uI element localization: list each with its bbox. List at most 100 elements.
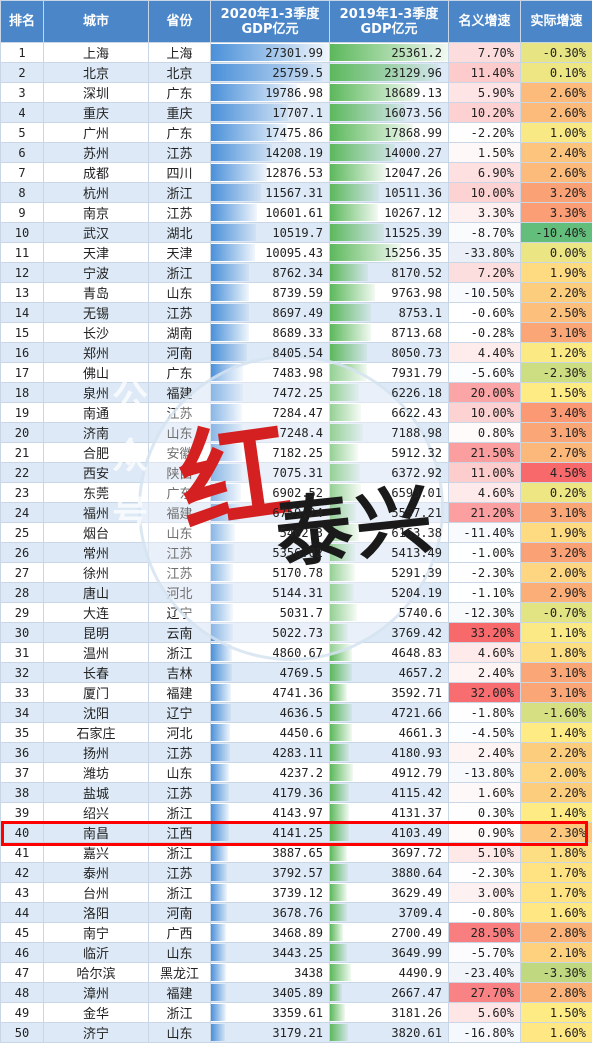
cell-gdp-2019-text: 3592.71 <box>391 686 442 700</box>
cell-gdp-2020: 12876.53 <box>211 163 330 183</box>
header-city[interactable]: 城市 <box>44 1 149 43</box>
gdp-2020-databar <box>211 184 261 201</box>
cell-province: 重庆 <box>149 103 211 123</box>
cell-gdp-2019: 3649.99 <box>330 943 449 963</box>
cell-nominal-growth-text: -8.70% <box>471 226 514 240</box>
cell-province: 山东 <box>149 1023 211 1043</box>
cell-city: 常州 <box>44 543 149 563</box>
cell-gdp-2020-text: 7483.98 <box>272 366 323 380</box>
cell-real-growth-text: 3.10% <box>550 506 586 520</box>
cell-gdp-2019: 7188.98 <box>330 423 449 443</box>
cell-real-growth: -2.30% <box>521 363 592 383</box>
cell-province-text: 江西 <box>166 827 192 842</box>
cell-city-text: 广州 <box>83 127 109 142</box>
cell-city: 佛山 <box>44 363 149 383</box>
cell-city: 济南 <box>44 423 149 443</box>
header-rank[interactable]: 排名 <box>1 1 44 43</box>
cell-gdp-2019: 3880.64 <box>330 863 449 883</box>
cell-city: 嘉兴 <box>44 843 149 863</box>
cell-city: 青岛 <box>44 283 149 303</box>
gdp-2019-databar <box>330 544 355 561</box>
cell-rank-text: 23 <box>15 486 29 500</box>
gdp-2020-databar <box>211 1024 225 1041</box>
cell-province: 山东 <box>149 943 211 963</box>
cell-gdp-2019: 17868.99 <box>330 123 449 143</box>
cell-gdp-2020: 14208.19 <box>211 143 330 163</box>
cell-city-text: 深圳 <box>83 87 109 102</box>
cell-city: 济宁 <box>44 1023 149 1043</box>
cell-rank-text: 20 <box>15 426 29 440</box>
cell-nominal-growth-text: 5.10% <box>478 846 514 860</box>
header-gdp-2019[interactable]: 2019年1-3季度GDP亿元 <box>330 1 449 43</box>
cell-gdp-2019: 18689.13 <box>330 83 449 103</box>
gdp-2019-databar <box>330 784 349 801</box>
cell-real-growth: -0.70% <box>521 603 592 623</box>
cell-nominal-growth: 28.50% <box>449 923 521 943</box>
gdp-2019-databar <box>330 424 363 441</box>
cell-rank: 31 <box>1 643 44 663</box>
gdp-2020-databar <box>211 704 231 721</box>
cell-gdp-2019-text: 4661.3 <box>399 726 442 740</box>
gdp-2020-databar <box>211 664 232 681</box>
cell-real-growth-text: 1.10% <box>550 626 586 640</box>
cell-province-text: 黑龙江 <box>160 967 199 982</box>
header-real-growth[interactable]: 实际增速 <box>521 1 592 43</box>
header-gdp-2020[interactable]: 2020年1-3季度GDP亿元 <box>211 1 330 43</box>
header-province[interactable]: 省份 <box>149 1 211 43</box>
cell-real-growth-text: 1.40% <box>550 806 586 820</box>
cell-gdp-2019-text: 7188.98 <box>391 426 442 440</box>
cell-gdp-2019-text: 4131.37 <box>391 806 442 820</box>
header-nominal-growth[interactable]: 名义增速 <box>449 1 521 43</box>
cell-rank: 3 <box>1 83 44 103</box>
